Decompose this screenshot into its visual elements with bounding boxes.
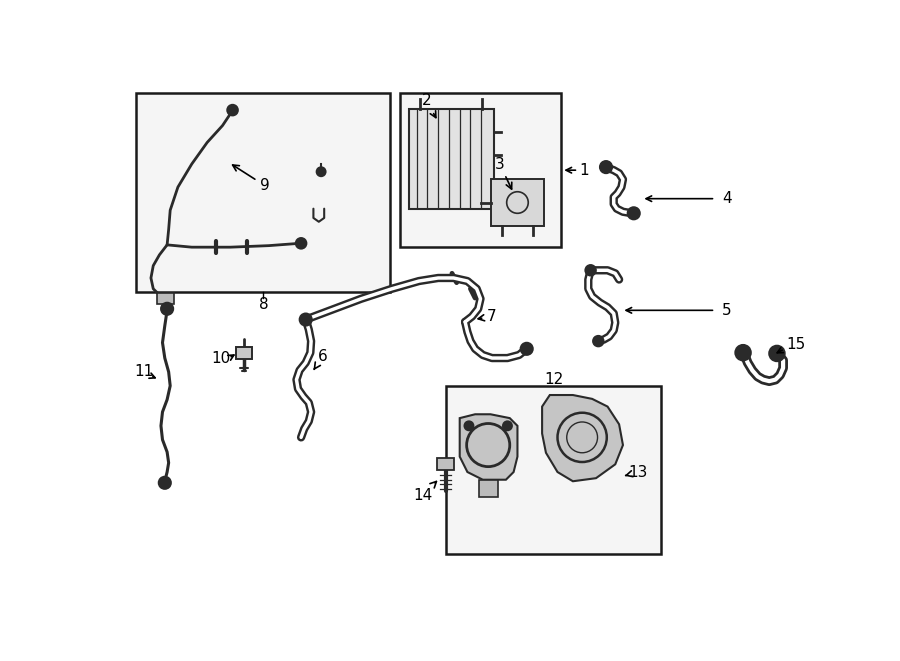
Bar [491,179,544,225]
Circle shape [317,167,326,176]
Bar [446,386,662,554]
Text: 11: 11 [134,364,154,379]
Text: 4: 4 [722,191,732,206]
Text: 10: 10 [212,350,230,366]
Circle shape [735,345,751,360]
Text: 14: 14 [413,481,436,502]
Text: 6: 6 [314,349,328,369]
Circle shape [770,346,785,361]
Circle shape [227,104,238,116]
Text: 2: 2 [422,93,436,118]
Circle shape [593,336,604,346]
Text: 8: 8 [258,297,268,311]
Circle shape [585,265,596,276]
Text: 15: 15 [787,338,806,352]
Circle shape [627,207,640,219]
Bar [136,93,391,292]
Bar [158,293,174,304]
Bar [479,480,499,496]
Polygon shape [460,414,518,480]
Text: 12: 12 [544,372,563,387]
Circle shape [161,303,174,315]
Circle shape [503,421,512,430]
Bar [400,93,562,247]
Text: 3: 3 [495,157,512,189]
Text: 1: 1 [580,163,590,178]
Polygon shape [542,395,623,481]
Text: 7: 7 [478,309,497,324]
Circle shape [300,313,312,326]
Bar [237,346,252,359]
Circle shape [464,421,473,430]
Bar [409,108,493,209]
Text: 5: 5 [722,303,732,318]
Bar [437,458,454,471]
Circle shape [520,342,533,355]
Text: 9: 9 [232,165,270,193]
Circle shape [158,477,171,489]
Circle shape [296,238,307,249]
Text: 13: 13 [626,465,648,479]
Circle shape [599,161,612,173]
